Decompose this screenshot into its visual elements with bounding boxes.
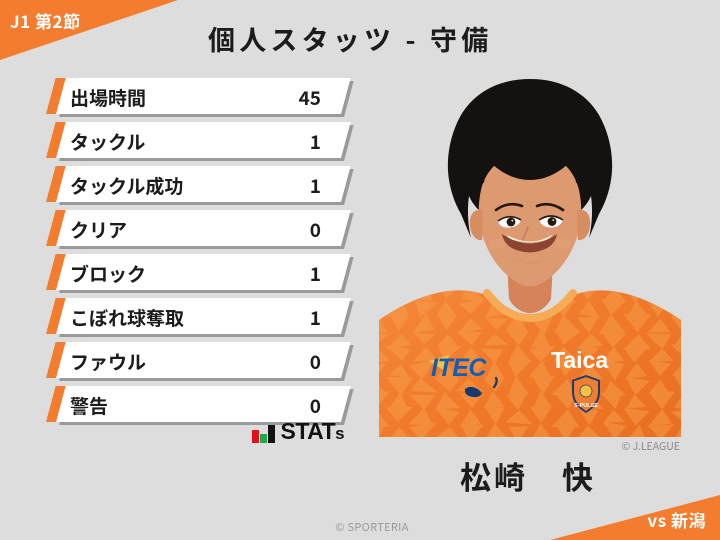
svg-text:S-PULSE: S-PULSE (574, 403, 598, 409)
svg-text:Taica: Taica (551, 347, 608, 373)
svg-text:ITEC: ITEC (431, 354, 487, 382)
